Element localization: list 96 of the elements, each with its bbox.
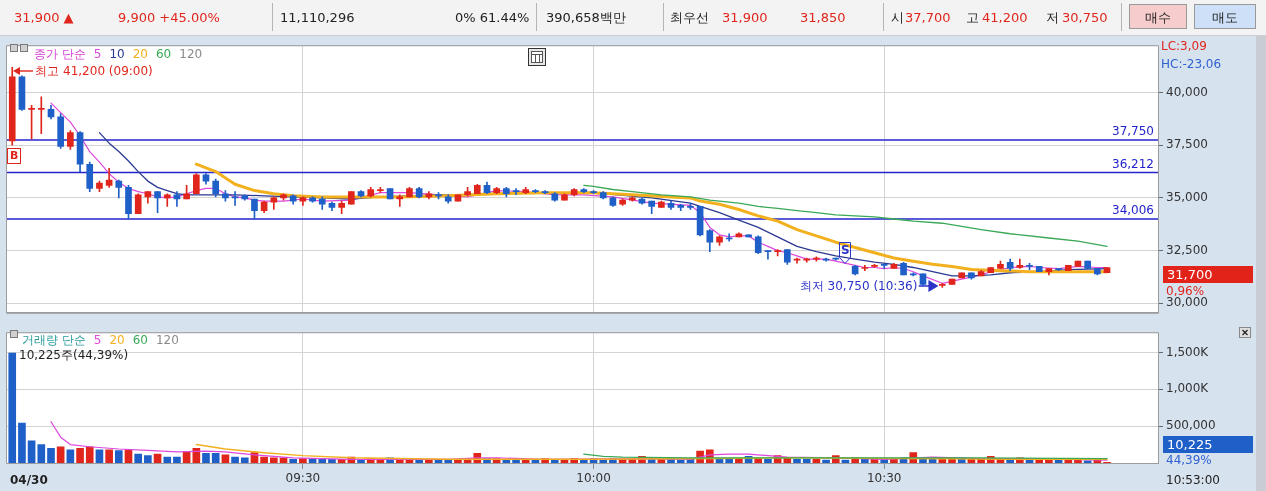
text: 31,850 <box>800 10 846 25</box>
bar <box>56 446 65 463</box>
bar <box>289 458 298 463</box>
text: 44,39% <box>1166 453 1212 467</box>
bar <box>1083 460 1092 463</box>
y-tick-label: 1,500K <box>1166 344 1210 359</box>
text: 매도 <box>1194 4 1256 29</box>
annotation: 최저 30,750 (10:36) <box>799 278 919 293</box>
text: 04/30 <box>10 473 48 487</box>
bar <box>676 459 685 463</box>
bar <box>812 458 821 463</box>
bar <box>27 440 36 463</box>
bar <box>822 459 830 463</box>
text: 5 <box>93 47 102 62</box>
text: 0,96% <box>1166 284 1205 298</box>
bar <box>76 447 84 463</box>
bar <box>1064 459 1073 463</box>
y-tick-label: 1,000K <box>1166 381 1210 396</box>
bar <box>134 453 143 463</box>
ref-line-label: 34,006 <box>1112 203 1154 218</box>
bar <box>8 352 17 463</box>
y-tick-label: 35,000 <box>1166 190 1208 205</box>
text: 31,700 <box>1163 266 1253 283</box>
bar <box>37 444 46 463</box>
y-tick-label: 500,000 <box>1166 418 1216 433</box>
text: 11,110,296 <box>280 10 355 25</box>
legend-title: 종가 단순 <box>34 47 86 62</box>
text: 5 <box>93 333 102 348</box>
bar <box>85 446 94 463</box>
bar <box>66 449 75 463</box>
text: 20 <box>132 47 148 62</box>
bar <box>95 449 104 463</box>
candlestick <box>163 193 171 207</box>
bar <box>1074 459 1082 463</box>
annotation: 최고 41,200 (09:00) <box>34 64 153 79</box>
bar <box>211 453 220 463</box>
ref-line-label: 37,750 <box>1112 124 1154 139</box>
text: 저 <box>1046 10 1059 25</box>
bar <box>269 457 278 463</box>
bar <box>308 458 317 463</box>
text: 20 <box>109 333 125 348</box>
text: 최우선 <box>670 10 709 25</box>
y-tick-label: 40,000 <box>1166 84 1208 99</box>
bar <box>202 453 210 463</box>
text: 10 <box>109 47 125 62</box>
text: 60 <box>132 333 148 348</box>
text: 41,200 <box>982 10 1028 25</box>
text: 60 <box>155 47 172 62</box>
bar <box>47 447 55 463</box>
text: 37,700 <box>905 10 951 25</box>
text: LC:3,09 <box>1161 39 1207 53</box>
candlestick <box>764 250 772 260</box>
bar <box>861 458 869 463</box>
text: 9,900 +45.00% <box>118 10 220 25</box>
text: 10:53:00 <box>1166 473 1220 487</box>
text: 30,750 <box>1062 10 1108 25</box>
bar <box>260 456 268 463</box>
text: 10,225 <box>1163 436 1253 453</box>
candlestick <box>37 96 45 134</box>
text: 31,900 <box>722 10 768 25</box>
text: HC:-23,06 <box>1161 57 1222 71</box>
bar <box>764 458 772 463</box>
text: 시 <box>891 10 904 25</box>
y-tick-label: 37,500 <box>1166 137 1208 152</box>
bar <box>512 459 520 463</box>
bar <box>173 456 181 463</box>
y-tick-label: 30,000 <box>1166 295 1208 310</box>
legend-label: 120 <box>179 47 203 62</box>
x-tick-label: 10:00 <box>576 471 611 486</box>
text: 31,900 ▲ <box>14 10 74 25</box>
ref-line-label: 36,212 <box>1112 156 1154 171</box>
bar <box>425 459 433 463</box>
bar <box>163 456 172 463</box>
x-tick-label: 09:30 <box>285 471 321 486</box>
legend-title: 거래량 단순 <box>22 333 86 348</box>
legend-label: 120 <box>155 333 179 348</box>
bar <box>793 458 801 463</box>
text: 0% 61.44% <box>455 10 530 25</box>
annotation: 10,225주(44,39%) <box>19 348 129 362</box>
bar <box>18 422 26 463</box>
bar <box>144 455 152 463</box>
bar <box>231 456 239 463</box>
bar <box>328 458 336 463</box>
y-tick-label: 32,500 <box>1166 242 1208 257</box>
bar <box>105 449 113 463</box>
x-tick-label: 10:30 <box>866 471 902 486</box>
text: 고 <box>966 10 979 25</box>
bar <box>153 453 162 463</box>
bar <box>415 459 423 463</box>
bar <box>114 450 123 463</box>
annotation: S <box>841 243 850 258</box>
bar <box>802 458 811 463</box>
text: 매수 <box>1129 4 1187 29</box>
text: 390,658백만 <box>546 10 626 25</box>
bar <box>240 457 249 463</box>
bar <box>890 458 898 463</box>
